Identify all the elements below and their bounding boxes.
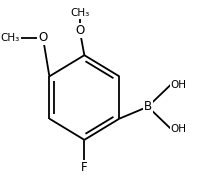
Text: O: O — [75, 24, 84, 37]
Text: OH: OH — [171, 124, 187, 134]
Text: OH: OH — [171, 80, 187, 90]
Text: F: F — [81, 161, 88, 174]
Text: O: O — [38, 31, 48, 44]
Text: CH₃: CH₃ — [70, 8, 89, 18]
Text: CH₃: CH₃ — [1, 33, 20, 43]
Text: B: B — [144, 100, 152, 113]
